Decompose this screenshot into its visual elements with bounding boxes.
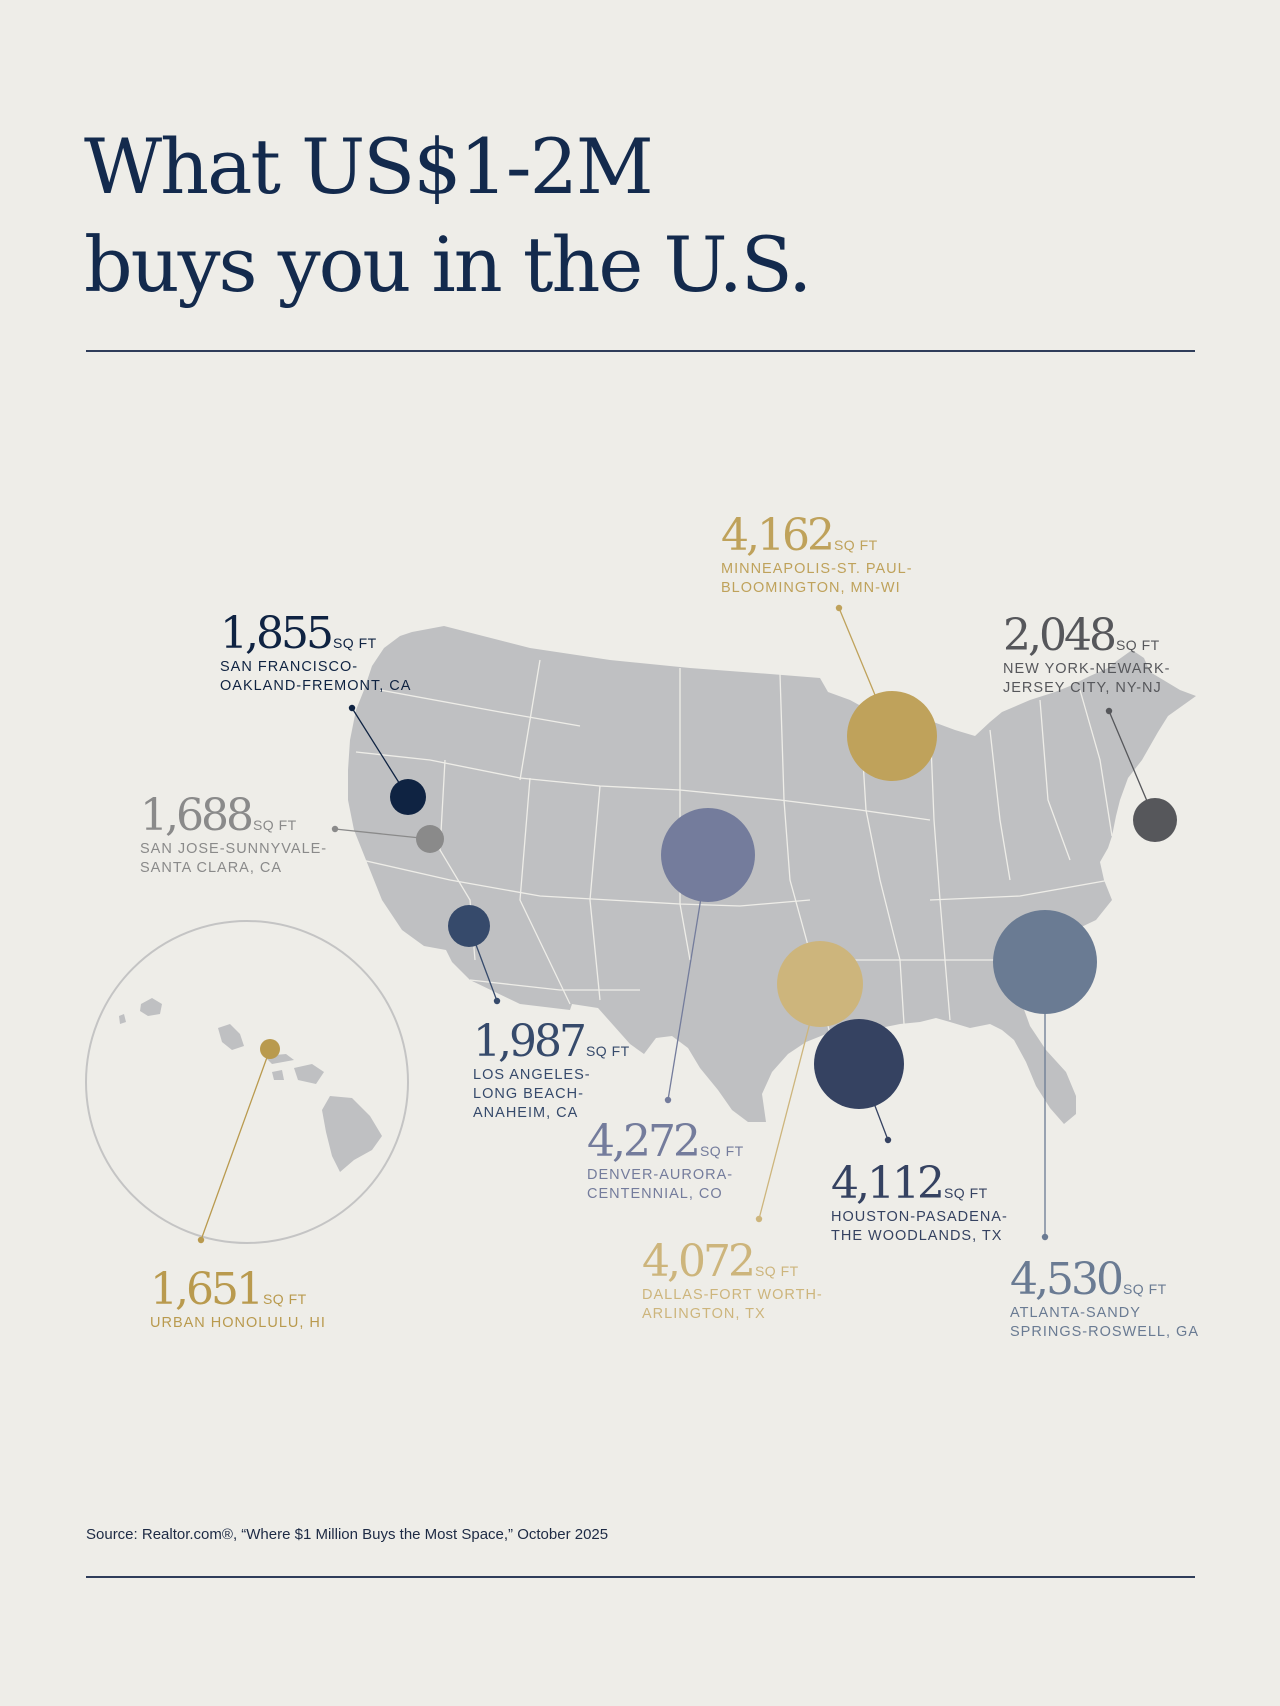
unit-los-angeles: SQ FT: [585, 1043, 630, 1059]
us-mainland-shape: [348, 626, 1196, 1124]
metro-atlanta: ATLANTA-SANDY SPRINGS-ROSWELL, GA: [1010, 1305, 1200, 1340]
bubble-denver: [661, 808, 755, 902]
bubble-atlanta: [993, 910, 1097, 1014]
value-minneapolis: 4,162: [721, 510, 835, 561]
leader-dot-dallas: [755, 1215, 763, 1223]
unit-san-jose: SQ FT: [252, 817, 297, 833]
metro-san-francisco: SAN FRANCISCO- OAKLAND-FREMONT, CA: [220, 659, 412, 694]
label-dallas: 4,072 SQ FT DALLAS-FORT WORTH- ARLINGTON, …: [642, 1240, 823, 1324]
value-new-york: 2,048: [1003, 610, 1117, 661]
value-houston: 4,112: [831, 1158, 945, 1209]
hawaii-inset-ring: [85, 920, 409, 1244]
bubble-new-york: [1133, 798, 1177, 842]
value-los-angeles: 1,987: [473, 1016, 587, 1067]
contiguous-us-landmass: [348, 626, 1196, 1124]
unit-houston: SQ FT: [943, 1185, 988, 1201]
value-denver: 4,272: [587, 1116, 701, 1167]
unit-minneapolis: SQ FT: [833, 537, 878, 553]
value-san-francisco: 1,855: [220, 608, 334, 659]
metro-denver: DENVER-AURORA- CENTENNIAL, CO: [587, 1167, 734, 1202]
metro-honolulu: URBAN HONOLULU, HI: [150, 1315, 326, 1331]
value-san-jose: 1,688: [140, 790, 254, 841]
metro-san-jose: SAN JOSE-SUNNYVALE- SANTA CLARA, CA: [140, 841, 328, 876]
label-los-angeles: 1,987 SQ FT LOS ANGELES- LONG BEACH- ANAHEI…: [473, 1020, 630, 1123]
bubble-minneapolis: [847, 691, 937, 781]
metro-los-angeles: LOS ANGELES- LONG BEACH- ANAHEIM, CA: [473, 1067, 591, 1121]
value-dallas: 4,072: [642, 1236, 756, 1287]
metro-new-york: NEW YORK-NEWARK- JERSEY CITY, NY-NJ: [1003, 661, 1171, 696]
label-denver: 4,272 SQ FT DENVER-AURORA- CENTENNIAL, CO: [587, 1120, 744, 1204]
leader-dot-minneapolis: [835, 604, 843, 612]
bubble-honolulu: [260, 1039, 280, 1059]
source-note: Source: Realtor.com®, “Where $1 Million …: [86, 1526, 609, 1543]
hawaii-inset: [85, 920, 409, 1244]
label-san-jose: 1,688 SQ FT SAN JOSE-SUNNYVALE- SANTA CLAR…: [140, 794, 327, 878]
unit-honolulu: SQ FT: [262, 1291, 307, 1307]
label-houston: 4,112 SQ FT HOUSTON-PASADENA- THE WOODLAND…: [831, 1162, 1008, 1246]
title-line-2: buys you in the U.S.: [84, 220, 812, 309]
leader-dot-houston: [884, 1136, 892, 1144]
metro-minneapolis: MINNEAPOLIS-ST. PAUL- BLOOMINGTON, MN-WI: [721, 561, 913, 596]
bubble-dallas: [777, 941, 863, 1027]
unit-atlanta: SQ FT: [1122, 1281, 1167, 1297]
unit-denver: SQ FT: [699, 1143, 744, 1159]
label-atlanta: 4,530 SQ FT ATLANTA-SANDY SPRINGS-ROSWELL,…: [1010, 1258, 1199, 1342]
leader-dot-atlanta: [1041, 1233, 1049, 1241]
leader-dot-san-francisco: [348, 704, 356, 712]
hawaii-kauai: [140, 998, 162, 1016]
hawaii-lanai: [272, 1070, 284, 1080]
metro-dallas: DALLAS-FORT WORTH- ARLINGTON, TX: [642, 1287, 823, 1322]
leader-dot-honolulu: [197, 1236, 205, 1244]
hawaii-big-island: [322, 1096, 382, 1172]
leader-dot-san-jose: [331, 825, 339, 833]
bubble-los-angeles: [448, 905, 490, 947]
hawaii-maui: [294, 1064, 324, 1084]
state-borders: [355, 659, 1113, 1035]
footer-divider: [86, 1576, 1195, 1578]
label-san-francisco: 1,855 SQ FT SAN FRANCISCO- OAKLAND-FREMONT…: [220, 612, 411, 696]
leader-dot-los-angeles: [493, 997, 501, 1005]
value-honolulu: 1,651: [150, 1264, 264, 1315]
label-minneapolis: 4,162 SQ FT MINNEAPOLIS-ST. PAUL- BLOOMING…: [721, 514, 913, 598]
value-atlanta: 4,530: [1010, 1254, 1124, 1305]
unit-san-francisco: SQ FT: [332, 635, 377, 651]
leader-dot-new-york: [1105, 707, 1113, 715]
leader-line-san-jose: [334, 828, 431, 840]
hawaii-oahu: [218, 1024, 244, 1050]
unit-new-york: SQ FT: [1115, 637, 1160, 653]
title-line-1: What US$1-2M: [84, 122, 654, 211]
leader-dot-denver: [664, 1096, 672, 1104]
hawaii-niihau: [119, 1014, 126, 1024]
bubble-houston: [814, 1019, 904, 1109]
value-bubbles: [260, 691, 1177, 1109]
bubble-san-jose: [416, 825, 444, 853]
bubble-san-francisco: [390, 779, 426, 815]
metro-houston: HOUSTON-PASADENA- THE WOODLANDS, TX: [831, 1209, 1008, 1244]
label-new-york: 2,048 SQ FT NEW YORK-NEWARK- JERSEY CITY, …: [1003, 614, 1170, 698]
michigan-peninsula-shape: [930, 734, 978, 806]
unit-dallas: SQ FT: [754, 1263, 799, 1279]
leader-line-honolulu: [200, 1048, 271, 1241]
title-divider: [86, 350, 1195, 352]
label-honolulu: 1,651 SQ FT URBAN HONOLULU, HI: [150, 1268, 326, 1333]
page-title: What US$1-2M buys you in the U.S.: [84, 118, 812, 314]
